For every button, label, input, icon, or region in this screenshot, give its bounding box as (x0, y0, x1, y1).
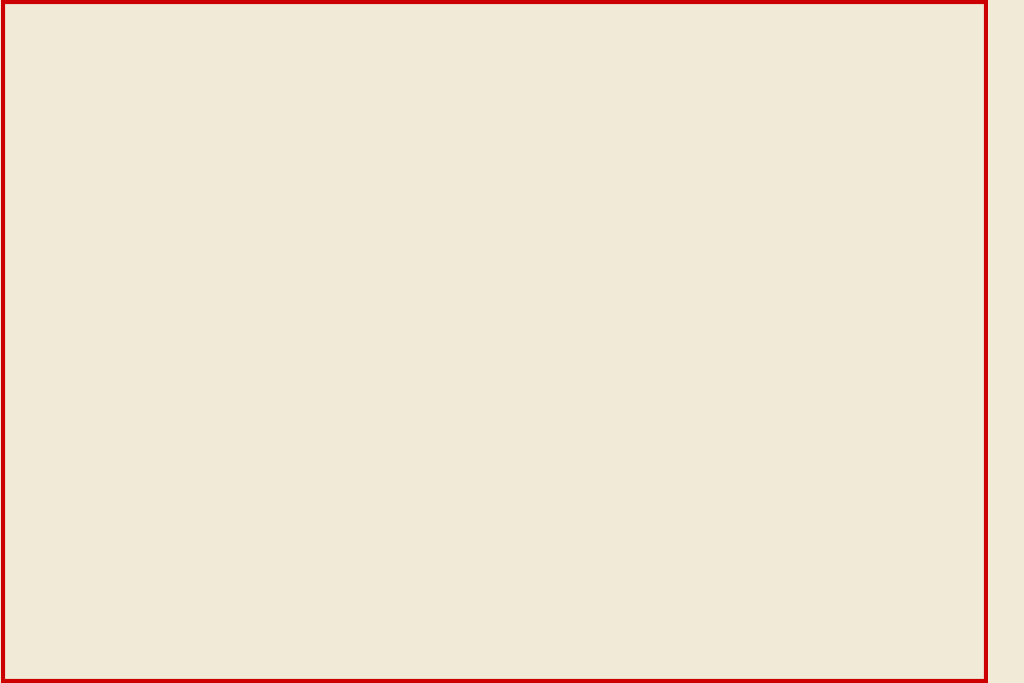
FancyBboxPatch shape (5, 509, 630, 571)
Text: Home: Home (13, 307, 54, 320)
FancyBboxPatch shape (29, 180, 136, 206)
Text: EXAMINATION RESULTS PORTAL: EXAMINATION RESULTS PORTAL (86, 176, 668, 208)
Text: Jobs: Jobs (732, 109, 778, 128)
Text: Semester V: Semester V (462, 307, 534, 320)
Text: (R18-Batch): (R18-Batch) (585, 176, 805, 208)
FancyBboxPatch shape (77, 85, 84, 175)
Circle shape (23, 68, 142, 192)
FancyBboxPatch shape (5, 4, 984, 295)
Text: Semester II: Semester II (168, 307, 240, 320)
Text: B.Tech., Semester VI [Third Year] (R18)-Regular Examination-MAY-2022: B.Tech., Semester VI [Third Year] (R18)-… (16, 471, 487, 484)
Text: B.Tech., Semester II [First Year] (R18)-Supplementary Examination-MAY-2022: B.Tech., Semester II [First Year] (R18)-… (16, 596, 527, 609)
Text: 03-06-2022: 03-06-2022 (648, 471, 721, 484)
Text: 04-06-2022: 04-06-2022 (711, 533, 783, 546)
Text: R.V.R. & J.C. COLLEGE OF ENGINEERING: R.V.R. & J.C. COLLEGE OF ENGINEERING (195, 46, 942, 77)
Text: R.V.R. & J.C. COLLEGE OF ENGINEERING, GUNTUR, A.P.: R.V.R. & J.C. COLLEGE OF ENGINEERING, GU… (15, 70, 148, 74)
Circle shape (61, 60, 99, 100)
Text: Semester VI: Semester VI (555, 307, 631, 320)
Text: B.Tech., Semester VI [Third Year] (R18)-Supplementary Examination-MAY-2022: B.Tech., Semester VI [Third Year] (R18)-… (16, 533, 539, 546)
FancyBboxPatch shape (5, 333, 984, 385)
FancyBboxPatch shape (5, 633, 630, 683)
FancyBboxPatch shape (5, 295, 61, 333)
Text: Last Date For: Last Date For (654, 402, 761, 416)
Text: (Autonomous): (Autonomous) (356, 105, 567, 130)
Text: Semester VII: Semester VII (651, 307, 731, 320)
Text: 31-05-2022: 31-05-2022 (849, 471, 922, 484)
FancyBboxPatch shape (655, 95, 800, 139)
FancyBboxPatch shape (40, 120, 125, 175)
FancyBboxPatch shape (630, 509, 984, 571)
Text: 04-06-2022: 04-06-2022 (711, 471, 783, 484)
Text: Semester I: Semester I (78, 307, 145, 320)
FancyBboxPatch shape (5, 295, 984, 333)
Text: ReleaseDate: ReleaseDate (841, 419, 929, 432)
Text: Tamilan: Tamilan (654, 108, 732, 126)
Text: Results: Results (856, 402, 913, 416)
Text: Semester VIII: Semester VIII (758, 307, 841, 320)
Text: 03-06-2022: 03-06-2022 (711, 596, 783, 609)
Text: Personal Ver.  Revaluation: Personal Ver. Revaluation (621, 419, 795, 432)
FancyBboxPatch shape (630, 571, 984, 633)
FancyBboxPatch shape (5, 385, 984, 447)
Text: 01-06-2022: 01-06-2022 (648, 596, 721, 609)
FancyBboxPatch shape (630, 447, 984, 509)
FancyBboxPatch shape (5, 447, 630, 509)
Text: B.Tech., Semester IV [Second Year] (R18)-Supplementary Examination-MAY-2022: B.Tech., Semester IV [Second Year] (R18)… (16, 658, 554, 671)
Text: Recent Results Details: Recent Results Details (220, 408, 414, 423)
Text: 28-05-2022: 28-05-2022 (849, 596, 922, 609)
Text: KNOWLEDGE IS POWER: KNOWLEDGE IS POWER (41, 191, 123, 195)
FancyBboxPatch shape (9, 10, 156, 268)
Text: 31-05-2022: 31-05-2022 (849, 533, 922, 546)
FancyBboxPatch shape (630, 633, 984, 683)
Text: 01-06-2022: 01-06-2022 (648, 658, 721, 671)
Text: Semester III: Semester III (268, 307, 343, 320)
Text: 03-06-2022: 03-06-2022 (648, 533, 721, 546)
FancyBboxPatch shape (3, 2, 986, 681)
FancyBboxPatch shape (5, 385, 984, 679)
FancyBboxPatch shape (714, 98, 795, 138)
Text: 28-05-2022: 28-05-2022 (849, 658, 922, 671)
Text: Semester IV: Semester IV (368, 307, 444, 320)
FancyBboxPatch shape (5, 571, 630, 633)
Text: 03-06-2022: 03-06-2022 (711, 658, 783, 671)
Text: Estd 1985: Estd 1985 (57, 217, 106, 227)
